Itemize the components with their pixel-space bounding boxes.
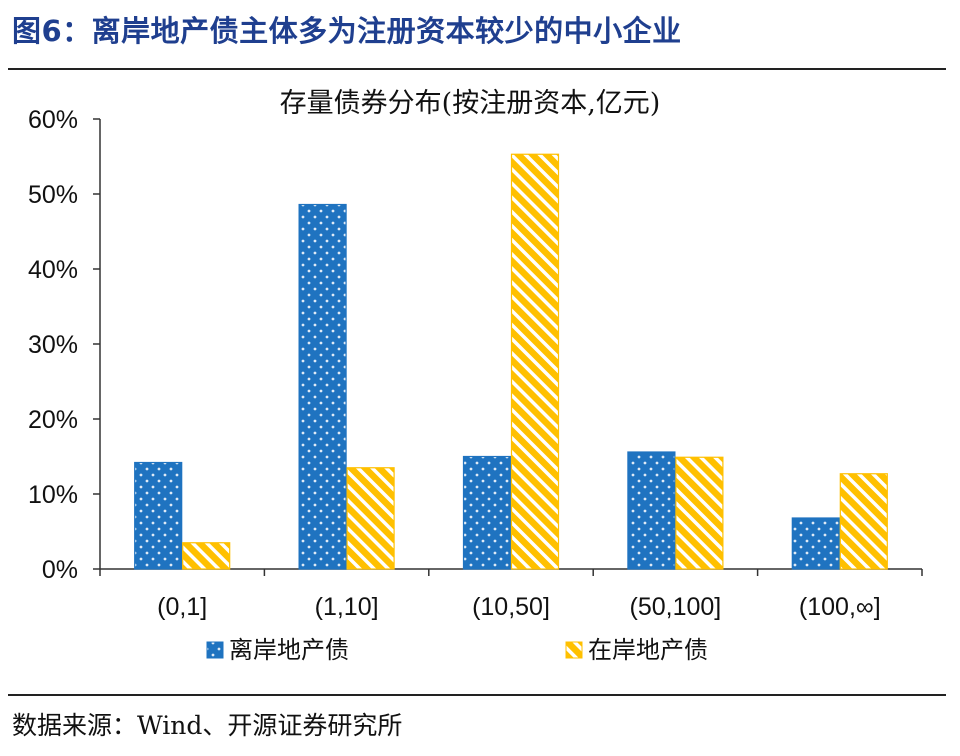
top-rule bbox=[8, 68, 946, 70]
bar-onshore bbox=[346, 467, 395, 570]
legend: 离岸地产债 在岸地产债 bbox=[206, 636, 708, 664]
bar-offshore bbox=[134, 461, 183, 570]
figure-title: 图6：离岸地产债主体多为注册资本较少的中小企业 bbox=[12, 14, 682, 48]
y-tick-label: 30% bbox=[28, 331, 78, 359]
legend-label: 离岸地产债 bbox=[229, 636, 349, 664]
y-tick-label: 20% bbox=[28, 406, 78, 434]
x-axis: (0,1] (1,10] (10,50] (50,100] (100,∞] bbox=[99, 568, 923, 621]
legend-swatch bbox=[565, 641, 583, 659]
legend-item-onshore: 在岸地产债 bbox=[565, 636, 708, 664]
x-tick-label: (0,1] bbox=[157, 593, 207, 621]
legend-swatch bbox=[206, 641, 224, 659]
chart-title: 存量债券分布(按注册资本,亿元) bbox=[280, 88, 661, 119]
x-tick-label: (10,50] bbox=[472, 593, 550, 621]
y-tick-label: 10% bbox=[28, 481, 78, 509]
x-tick-label: (1,10] bbox=[315, 593, 379, 621]
x-tick-label: (50,100] bbox=[630, 593, 722, 621]
y-tick-label: 0% bbox=[42, 556, 78, 584]
y-tick-label: 60% bbox=[28, 106, 78, 134]
y-tick-label: 40% bbox=[28, 256, 78, 284]
bar-chart: 存量债券分布(按注册资本,亿元) 0% 10% 20% 30% 40% 50% 60% (0… bbox=[28, 88, 923, 664]
bar-onshore bbox=[182, 542, 231, 570]
legend-item-offshore: 离岸地产债 bbox=[206, 636, 349, 664]
legend-label: 在岸地产债 bbox=[588, 636, 708, 664]
bar-onshore bbox=[675, 456, 724, 570]
x-tick-label: (100,∞] bbox=[799, 593, 881, 621]
bar-offshore bbox=[298, 203, 347, 570]
bar-offshore bbox=[627, 451, 676, 570]
bar-onshore bbox=[839, 473, 888, 570]
bar-offshore bbox=[791, 517, 840, 570]
bar-offshore bbox=[462, 455, 512, 570]
source-note: 数据来源：Wind、开源证券研究所 bbox=[12, 711, 403, 740]
bars bbox=[134, 153, 888, 570]
y-tick-label: 50% bbox=[28, 181, 78, 209]
bar-onshore bbox=[510, 153, 560, 570]
y-axis: 0% 10% 20% 30% 40% 50% 60% bbox=[28, 106, 101, 584]
bottom-rule bbox=[8, 694, 946, 696]
